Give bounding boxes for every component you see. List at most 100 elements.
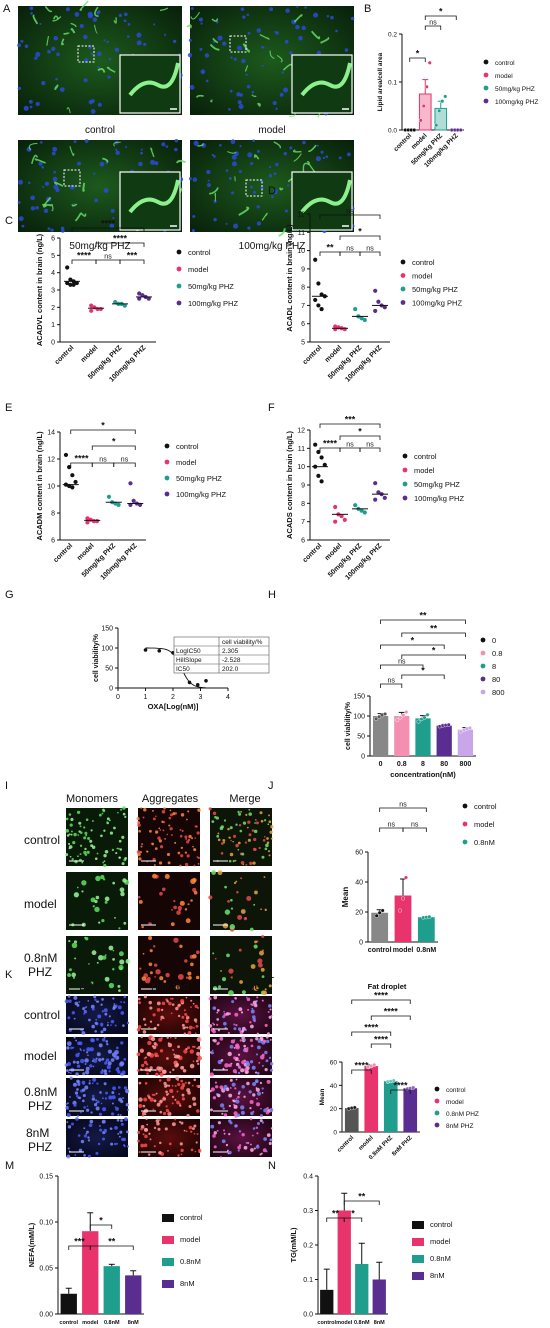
sig-label: **** <box>374 991 389 1001</box>
sig-bracket <box>401 654 466 659</box>
legend-label: model <box>414 466 435 475</box>
y-tick-label: 0.2 <box>303 1243 313 1250</box>
sig-label: **** <box>364 1023 379 1033</box>
panel-letter-E: E <box>5 402 12 414</box>
sig-bracket <box>91 462 115 467</box>
x-tick-label: model <box>76 542 96 562</box>
data-point <box>187 680 192 685</box>
panel-letter-H: H <box>268 589 276 601</box>
legend-swatch <box>483 59 489 65</box>
y-tick-label: 14 <box>47 430 55 437</box>
legend-label: 50mg/kg PHZ <box>412 285 458 294</box>
sig-bracket <box>119 259 145 264</box>
data-point <box>94 519 100 524</box>
panel-letters-layer: A B C D E F G H I J K L M N <box>3 3 371 1172</box>
legend-label: model <box>188 265 209 274</box>
legend-swatch <box>434 1086 440 1092</box>
sig-bracket <box>95 242 145 247</box>
legend-label: 100mg/kg PHZ <box>414 494 464 503</box>
data-point <box>421 103 426 108</box>
x-tick-label: control <box>54 344 76 366</box>
legend-label: 0.8 <box>492 649 502 658</box>
y-tick-label: 20 <box>355 910 363 917</box>
sig-bracket <box>351 1031 392 1036</box>
y-tick-label: 9 <box>301 483 305 490</box>
data-point <box>373 308 378 314</box>
x-tick-label: control <box>59 1320 78 1326</box>
y-tick-label: 8 <box>301 285 305 292</box>
sig-label: ns <box>387 678 395 685</box>
legend-swatch <box>402 453 408 459</box>
data-point <box>68 282 73 287</box>
sig-label: ** <box>430 624 438 634</box>
sig-bracket <box>91 445 136 450</box>
x-axis-label: OXA[Log(nM)] <box>148 702 199 711</box>
panelK-row-08nm: 0.8nM <box>24 1085 57 1099</box>
data-point <box>416 719 421 724</box>
data-point <box>437 108 442 113</box>
x-tick-label: model <box>82 1320 99 1326</box>
legend-swatch <box>480 637 486 643</box>
bar <box>125 1275 142 1314</box>
legend-swatch <box>402 481 408 487</box>
data-point <box>377 910 382 915</box>
bar <box>372 1279 386 1314</box>
data-point <box>467 726 472 731</box>
legend-label: 8nM <box>180 1279 195 1288</box>
panelI-col-monomers: Monomers <box>66 793 118 805</box>
legend-swatch <box>402 495 408 501</box>
legend-swatch <box>462 821 468 827</box>
y-axis-label: Mean <box>319 1089 326 1106</box>
stats-table-value: 2.305 <box>222 648 239 655</box>
sig-label: ns <box>366 442 374 449</box>
panelI-grid-cell <box>210 808 272 866</box>
data-point <box>427 60 432 65</box>
legend-swatch <box>412 1221 424 1229</box>
legend-label: control <box>430 1220 453 1229</box>
x-tick-label: 800 <box>460 761 472 768</box>
panelK-col-dapi: DAPI <box>79 981 105 993</box>
panelK-row-8nm: 8nM <box>26 1126 49 1140</box>
sig-label: *** <box>74 1237 85 1247</box>
y-tick-label: 0.4 <box>303 1174 313 1181</box>
sig-bracket <box>379 827 404 832</box>
panelK-grid-cell <box>210 1078 272 1116</box>
sig-bracket <box>380 619 466 624</box>
data-point <box>342 327 347 332</box>
y-tick-label: 8 <box>301 501 305 508</box>
data-point <box>373 288 378 293</box>
chart-B: 0.0 0.1 0.2 Lipid area/cell area control mode… <box>377 7 538 170</box>
panelK-grid-cell <box>66 1119 128 1157</box>
sig-label: ns <box>366 246 374 253</box>
legend-label: control <box>180 1213 203 1222</box>
stats-table-value: -2.528 <box>222 657 241 664</box>
data-point <box>373 481 378 486</box>
sig-bracket <box>379 807 427 812</box>
data-point <box>382 305 387 310</box>
legend-label: control <box>446 1087 466 1094</box>
y-tick-label: 50 <box>357 734 365 741</box>
panel-letter-L: L <box>268 969 274 981</box>
panel-letter-I: I <box>5 780 8 792</box>
sig-label: * <box>411 636 415 646</box>
data-point <box>342 517 347 522</box>
sig-bracket <box>319 423 381 428</box>
data-point <box>74 280 79 286</box>
x-tick-label: 0 <box>116 694 120 701</box>
legend-swatch <box>462 839 468 845</box>
panelK-col-merge: Merge <box>229 981 260 993</box>
sig-bracket <box>380 683 403 688</box>
bar <box>403 1088 418 1132</box>
legend-swatch <box>462 803 468 809</box>
sig-bracket <box>343 1200 380 1205</box>
data-point <box>404 710 409 715</box>
sig-label: *** <box>345 415 356 425</box>
y-tick-label: 12 <box>297 212 305 219</box>
panelK-row-model: model <box>24 1049 57 1063</box>
sig-label: * <box>99 1216 103 1226</box>
bar <box>344 1108 359 1132</box>
sig-label: ns <box>388 822 396 829</box>
sig-label: **** <box>393 1081 408 1091</box>
